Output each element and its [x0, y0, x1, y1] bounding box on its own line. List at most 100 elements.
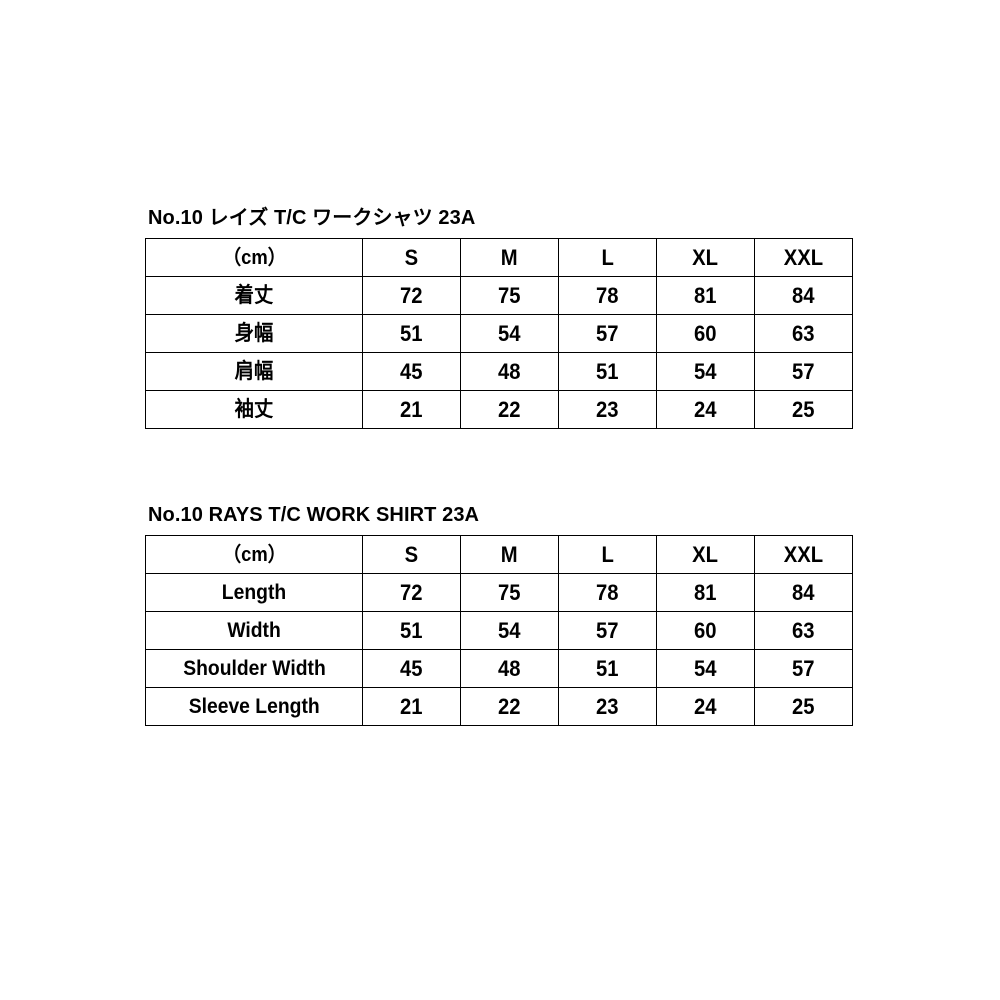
unit-label-text: （cm）	[222, 246, 286, 269]
measurement-label: Width	[145, 611, 363, 650]
size-chart-block-japanese: No.10 レイズ T/C ワークシャツ 23A （cm） S M L XL X…	[145, 205, 853, 429]
size-table-japanese: （cm） S M L XL XXL 着丈 72 75 78 81 84	[145, 238, 853, 429]
measurement-value-text: 23	[596, 693, 619, 719]
measurement-label: 着丈	[145, 276, 363, 315]
measurement-value-text: 51	[596, 358, 619, 384]
measurement-value-text: 51	[400, 617, 423, 643]
unit-label-cell: （cm）	[145, 238, 363, 277]
measurement-value-text: 57	[596, 320, 619, 346]
table-row: 着丈 72 75 78 81 84	[145, 276, 853, 315]
measurement-value-text: 84	[792, 282, 815, 308]
unit-label-cell: （cm）	[145, 535, 363, 574]
size-header-xl: XL	[656, 535, 755, 574]
measurement-label: 袖丈	[145, 390, 363, 429]
size-header-s: S	[362, 238, 461, 277]
measurement-value-text: 72	[400, 579, 423, 605]
measurement-value: 75	[460, 573, 559, 612]
measurement-label: Length	[145, 573, 363, 612]
measurement-value: 63	[754, 314, 853, 353]
measurement-value: 23	[558, 687, 657, 726]
size-chart-block-english: No.10 RAYS T/C WORK SHIRT 23A （cm） S M L…	[145, 502, 853, 726]
measurement-value: 21	[362, 390, 461, 429]
measurement-label: Sleeve Length	[145, 687, 363, 726]
measurement-value-text: 54	[498, 320, 521, 346]
measurement-value: 51	[362, 611, 461, 650]
measurement-value: 81	[656, 573, 755, 612]
table-row: Sleeve Length 21 22 23 24 25	[145, 687, 853, 726]
size-header-s-text: S	[404, 541, 419, 567]
measurement-value-text: 25	[792, 396, 815, 422]
measurement-label-text: Shoulder Width	[182, 657, 326, 680]
measurement-value: 54	[460, 611, 559, 650]
measurement-value-text: 51	[400, 320, 423, 346]
table-row: Shoulder Width 45 48 51 54 57	[145, 649, 853, 688]
size-header-m-text: M	[501, 541, 518, 567]
table-header-row: （cm） S M L XL XXL	[145, 238, 853, 277]
measurement-value: 45	[362, 352, 461, 391]
measurement-value: 21	[362, 687, 461, 726]
measurement-value: 24	[656, 390, 755, 429]
measurement-value: 57	[558, 611, 657, 650]
table-row: Length 72 75 78 81 84	[145, 573, 853, 612]
table-row: 袖丈 21 22 23 24 25	[145, 390, 853, 429]
table-header-row: （cm） S M L XL XXL	[145, 535, 853, 574]
measurement-value-text: 21	[400, 396, 423, 422]
measurement-value: 57	[558, 314, 657, 353]
measurement-value-text: 54	[694, 655, 717, 681]
measurement-label-text: Width	[227, 619, 281, 642]
measurement-value-text: 24	[694, 396, 717, 422]
measurement-value: 22	[460, 687, 559, 726]
size-header-m: M	[460, 238, 559, 277]
size-header-xl: XL	[656, 238, 755, 277]
measurement-value: 78	[558, 573, 657, 612]
measurement-value: 84	[754, 573, 853, 612]
size-header-s-text: S	[404, 244, 419, 270]
measurement-value: 57	[754, 352, 853, 391]
measurement-value: 60	[656, 314, 755, 353]
measurement-value-text: 48	[498, 358, 521, 384]
measurement-value: 84	[754, 276, 853, 315]
measurement-value-text: 22	[498, 693, 521, 719]
size-header-s: S	[362, 535, 461, 574]
measurement-label: Shoulder Width	[145, 649, 363, 688]
measurement-value-text: 45	[400, 655, 423, 681]
measurement-value: 23	[558, 390, 657, 429]
measurement-value: 63	[754, 611, 853, 650]
measurement-value-text: 57	[792, 358, 815, 384]
measurement-value: 48	[460, 352, 559, 391]
measurement-label-text: 袖丈	[234, 398, 274, 421]
size-header-l-text: L	[601, 244, 614, 270]
measurement-value: 75	[460, 276, 559, 315]
measurement-label-text: 着丈	[234, 284, 274, 307]
measurement-value-text: 60	[694, 320, 717, 346]
measurement-value-text: 60	[694, 617, 717, 643]
measurement-value: 54	[656, 352, 755, 391]
measurement-value-text: 24	[694, 693, 717, 719]
measurement-value-text: 63	[792, 320, 815, 346]
measurement-value: 81	[656, 276, 755, 315]
size-header-xl-text: XL	[692, 244, 719, 270]
size-header-l: L	[558, 535, 657, 574]
measurement-value: 22	[460, 390, 559, 429]
measurement-value-text: 54	[694, 358, 717, 384]
size-header-xxl-text: XXL	[783, 541, 824, 567]
table-row: 身幅 51 54 57 60 63	[145, 314, 853, 353]
measurement-value-text: 25	[792, 693, 815, 719]
measurement-value-text: 23	[596, 396, 619, 422]
measurement-value-text: 84	[792, 579, 815, 605]
measurement-value: 78	[558, 276, 657, 315]
measurement-value: 24	[656, 687, 755, 726]
measurement-value-text: 81	[694, 282, 717, 308]
size-header-l-text: L	[601, 541, 614, 567]
measurement-value-text: 48	[498, 655, 521, 681]
measurement-value: 25	[754, 687, 853, 726]
table-row: Width 51 54 57 60 63	[145, 611, 853, 650]
measurement-value: 54	[656, 649, 755, 688]
size-header-xxl-text: XXL	[783, 244, 824, 270]
measurement-value-text: 78	[596, 579, 619, 605]
measurement-label-text: 肩幅	[234, 360, 274, 383]
measurement-value-text: 51	[596, 655, 619, 681]
measurement-label: 肩幅	[145, 352, 363, 391]
measurement-value: 54	[460, 314, 559, 353]
